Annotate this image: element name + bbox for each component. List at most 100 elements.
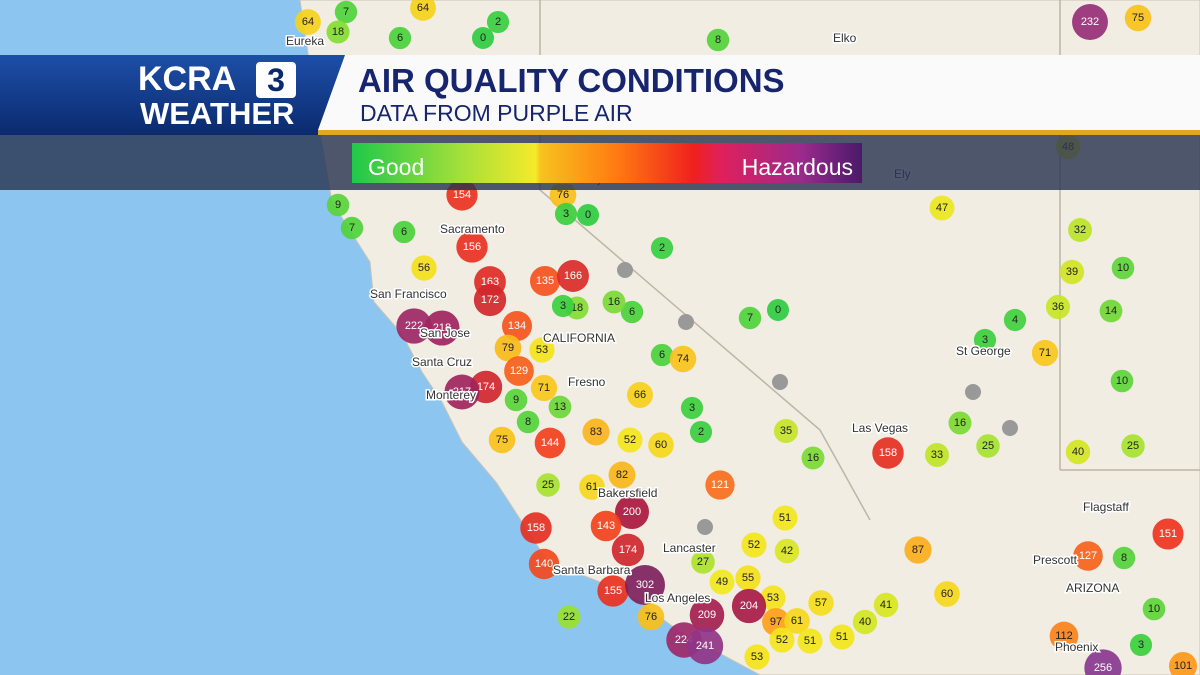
sensor-value: 218 xyxy=(433,322,451,334)
sensor-bubble xyxy=(579,474,605,500)
sensor-bubble xyxy=(620,300,644,324)
city-label: Monterey xyxy=(426,388,476,402)
city-label: CALIFORNIA xyxy=(543,331,615,345)
sensor-value: 10 xyxy=(1116,375,1128,387)
sensor-bubble xyxy=(1168,651,1198,675)
sensor-value: 151 xyxy=(1159,528,1177,540)
sensor-bubble xyxy=(529,337,555,363)
sensor-bubble xyxy=(852,609,878,635)
sensor-value: 134 xyxy=(508,320,526,332)
sensor-bubble xyxy=(536,473,560,497)
sensor-bubble xyxy=(590,510,622,542)
sensor-value: 39 xyxy=(1066,266,1078,278)
sensor-value: 3 xyxy=(1138,639,1144,651)
sensor-bubble xyxy=(1099,299,1123,323)
sensor-value: 121 xyxy=(711,479,729,491)
sensor-offline xyxy=(617,262,633,278)
channel: 3 xyxy=(267,62,285,98)
sensor-bubble xyxy=(769,627,795,653)
sensor-bubble xyxy=(1129,633,1153,657)
city-label: Prescott xyxy=(1033,553,1078,567)
sensor-bubble xyxy=(1072,4,1108,40)
sensor-bubble xyxy=(691,550,715,574)
sensor-value: 2 xyxy=(495,16,501,28)
sensor-bubble xyxy=(1065,439,1091,465)
sensor-value: 41 xyxy=(880,599,892,611)
sensor-value: 14 xyxy=(1105,305,1117,317)
sensor-value: 76 xyxy=(557,189,569,201)
sensor-value: 52 xyxy=(776,634,788,646)
sensor-bubble xyxy=(709,569,735,595)
sensor-value: 6 xyxy=(659,349,665,361)
sensor-value: 32 xyxy=(1074,224,1086,236)
sensor-bubble xyxy=(615,495,649,529)
sensor-value: 209 xyxy=(698,609,716,621)
sensor-value: 9 xyxy=(335,199,341,211)
sensor-bubble xyxy=(934,581,960,607)
sensor-bubble xyxy=(625,565,665,605)
sensor-bubble xyxy=(808,590,834,616)
sensor-value: 13 xyxy=(554,401,566,413)
sensor-bubble xyxy=(529,265,561,297)
sensor-value: 40 xyxy=(1072,446,1084,458)
sensor-bubble xyxy=(738,306,762,330)
sensor-value: 7 xyxy=(747,312,753,324)
city-label: Phoenix xyxy=(1055,640,1098,654)
sensor-bubble xyxy=(557,605,581,629)
sensor-value: 60 xyxy=(941,588,953,600)
sensor-offline xyxy=(697,519,713,535)
sensor-value: 18 xyxy=(332,26,344,38)
sensor-bubble xyxy=(530,374,558,402)
channel-box xyxy=(256,62,296,98)
sensor-bubble xyxy=(396,308,432,344)
sensor-value: 3 xyxy=(560,300,566,312)
sensor-bubble xyxy=(976,434,1000,458)
sensor-value: 57 xyxy=(815,597,827,609)
sensor-value: 174 xyxy=(619,544,637,556)
sensor-bubble xyxy=(1121,434,1145,458)
sensor-value: 129 xyxy=(510,365,528,377)
sensor-bubble xyxy=(669,345,697,373)
sensor-value: 6 xyxy=(397,32,403,44)
sensor-bubble xyxy=(486,10,510,34)
sensor-bubble xyxy=(551,294,575,318)
sensor-value: 56 xyxy=(418,262,430,274)
sensor-value: 35 xyxy=(780,425,792,437)
sensor-value: 3 xyxy=(563,208,569,220)
sensor-value: 79 xyxy=(502,342,514,354)
sensor-bubble xyxy=(392,220,416,244)
sensor-bubble xyxy=(680,396,704,420)
legend-low: Good xyxy=(368,154,424,180)
sensor-bubble xyxy=(557,260,589,292)
sensor-bubble xyxy=(424,310,460,346)
city-label: Lancaster xyxy=(663,541,716,555)
sensor-bubble xyxy=(686,627,724,665)
sensor-bubble xyxy=(705,470,735,500)
sensor-bubble xyxy=(872,437,904,469)
sensor-value: 75 xyxy=(1132,12,1144,24)
sensor-value: 16 xyxy=(608,296,620,308)
sensor-value: 101 xyxy=(1174,660,1192,672)
sensor-value: 6 xyxy=(629,306,635,318)
legend-scale xyxy=(352,143,862,183)
sensor-bubble xyxy=(340,216,364,240)
city-label: ARIZONA xyxy=(1066,581,1119,595)
title: AIR QUALITY CONDITIONS xyxy=(358,62,785,99)
city-label: Los Angeles xyxy=(645,591,710,605)
sensor-value: 2 xyxy=(698,426,704,438)
sensor-value: 42 xyxy=(781,545,793,557)
legend-high: Hazardous xyxy=(742,154,853,180)
city-label: San Francisco xyxy=(370,287,447,301)
sensor-value: 7 xyxy=(343,6,349,18)
sensor-value: 53 xyxy=(751,651,763,663)
city-label: Santa Barbara xyxy=(553,563,631,577)
sensor-value: 61 xyxy=(791,615,803,627)
sensor-value: 0 xyxy=(775,304,781,316)
sensor-value: 144 xyxy=(541,437,559,449)
sensor-value: 25 xyxy=(542,479,554,491)
sensor-bubble xyxy=(472,27,494,49)
city-label: Sacramento xyxy=(440,222,505,236)
sensor-bubble xyxy=(731,588,767,624)
sensor-bubble xyxy=(1084,649,1122,675)
sensor-value: 0 xyxy=(480,32,486,44)
